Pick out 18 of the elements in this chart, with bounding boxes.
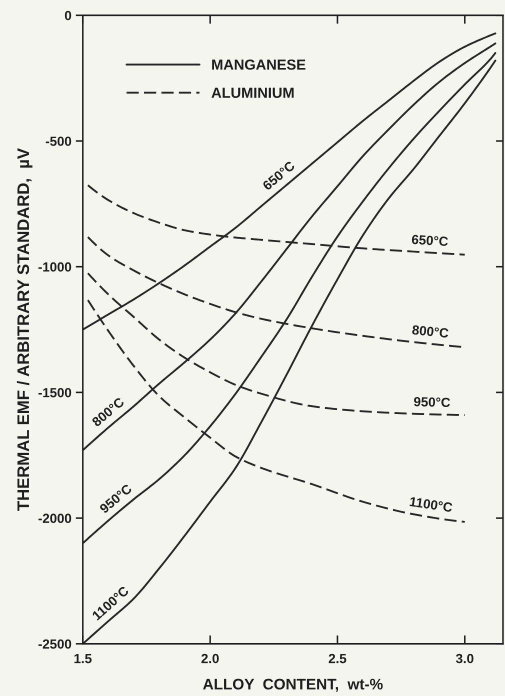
annotation: 800°C [412,325,449,338]
y-tick-label: 0 [64,10,72,20]
y-tick-label: -2500 [38,639,72,649]
y-tick-label: -1500 [38,388,72,398]
y-tick-label: -2000 [38,514,72,524]
x-tick-label: 3.0 [456,654,474,664]
x-axis-title: ALLOY CONTENT, wt-% [203,678,383,692]
annotation: 650°C [412,234,448,246]
annotation: 950°C [414,396,450,408]
y-axis-title: THERMAL EMF / ARBITRARY STANDARD, µV [16,148,32,511]
x-tick-label: 2.0 [201,654,219,664]
legend-label: MANGANESE [212,59,306,70]
x-tick-label: 2.5 [328,654,346,664]
y-tick-label: -500 [46,136,72,146]
legend-label: ALUMINIUM [212,88,294,98]
annotation: 1100°C [410,496,453,512]
x-tick-label: 1.5 [74,654,92,664]
y-tick-label: -1000 [38,262,72,272]
